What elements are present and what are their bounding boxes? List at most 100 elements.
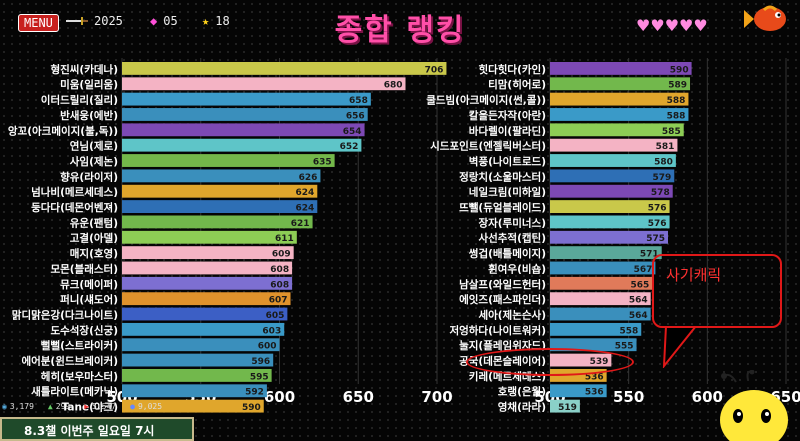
data-label: 654: [343, 127, 362, 137]
data-label: 567: [634, 265, 653, 275]
data-label: 595: [250, 372, 269, 382]
category-label: 정랑치(소울마스터): [459, 170, 546, 183]
x-tick-label: 600: [692, 388, 723, 406]
notice-text: 8.3챌 이번주 일요일 7시: [24, 424, 155, 438]
category-label: 유운(팬텀): [70, 216, 118, 229]
category-label: 연님(제로): [70, 140, 118, 153]
bar: [122, 123, 365, 137]
category-label: 남살프(와일드헌터): [459, 278, 546, 291]
bar: [122, 108, 368, 121]
bar: [122, 138, 362, 152]
data-label: 576: [648, 219, 667, 229]
category-label: 영채(라라): [498, 401, 546, 414]
bar: [122, 200, 318, 213]
bar: [122, 184, 318, 198]
category-label: 헤히(보우마스터): [41, 370, 118, 383]
category-label: 칼을든자작(아란): [469, 109, 546, 122]
stat-subs: ▶ 5,547: [84, 402, 116, 411]
category-label: 벽풍(나이트로드): [469, 155, 546, 168]
data-label: 592: [245, 388, 264, 398]
data-label: 626: [299, 173, 318, 183]
page-title: 종합 랭킹: [334, 13, 466, 48]
data-label: 589: [668, 81, 687, 91]
bar: [550, 261, 656, 275]
x-tick-label: 550: [613, 388, 644, 406]
globe-icon: ●: [130, 402, 135, 411]
data-label: 519: [558, 403, 577, 413]
bar: [122, 399, 264, 413]
category-label: 고결(아델): [70, 232, 118, 245]
notice-banner: 8.3챌 이번주 일요일 7시: [0, 417, 194, 441]
bar: [550, 77, 691, 91]
mascot-icon: [720, 370, 788, 441]
category-label: 티맘(히어로): [488, 78, 546, 91]
bar: [122, 230, 297, 244]
data-label: 564: [629, 311, 648, 321]
thumb-icon: ▲: [47, 402, 53, 411]
sword-icon: [66, 17, 88, 25]
highlight-ellipse: [466, 348, 634, 376]
category-label: 힛다힛다(카인): [478, 63, 546, 76]
bar: [122, 62, 447, 75]
category-label: 도수석장(신궁): [50, 324, 118, 337]
fish-icon: [744, 5, 786, 31]
bar: [122, 369, 272, 382]
data-label: 706: [425, 65, 444, 75]
data-label: 580: [654, 157, 673, 167]
bar: [122, 353, 274, 367]
data-label: 576: [648, 204, 667, 214]
category-label: 형진씨(카데나): [50, 63, 118, 76]
bar: [122, 307, 288, 321]
category-label: 넘나비(메르세데스): [31, 186, 118, 199]
bar: [122, 169, 321, 183]
hud-year: 2025: [66, 14, 123, 28]
category-label: 에잇즈(패스파인더): [459, 293, 546, 306]
category-label: 호랭(은월): [498, 385, 546, 398]
data-label: 652: [340, 142, 359, 152]
data-label: 536: [585, 388, 604, 398]
data-label: 656: [346, 111, 365, 121]
stat-views: ◉ 3,179: [2, 402, 34, 411]
category-label: 사임(제논): [70, 155, 118, 168]
data-label: 603: [262, 326, 281, 336]
year-text: 2025: [94, 14, 123, 28]
category-label: 저엉하다(나이트워커): [449, 324, 546, 337]
data-label: 680: [384, 81, 403, 91]
menu-button[interactable]: MENU: [18, 14, 59, 32]
bar: [550, 307, 651, 321]
data-label: 588: [667, 96, 686, 106]
data-label: 608: [270, 265, 289, 275]
bar: [550, 230, 668, 244]
gem-count: 05: [163, 14, 178, 28]
bar: [550, 184, 673, 198]
category-label: 맑디맑은강(다크나이트): [12, 308, 118, 321]
data-label: 607: [269, 296, 288, 306]
bar: [550, 399, 580, 413]
category-label: 세아(제논슨사): [478, 308, 546, 321]
data-label: 609: [272, 250, 291, 260]
data-label: 608: [270, 280, 289, 290]
category-label: 뻘뻘(스트라이커): [41, 339, 118, 352]
bar: [550, 154, 676, 167]
visits-count: 9,025: [137, 402, 163, 411]
data-label: 581: [656, 142, 675, 152]
star-count: 18: [215, 14, 230, 28]
bar: [122, 246, 294, 260]
data-label: 624: [296, 188, 315, 198]
bar: [550, 92, 689, 106]
category-label: 에어분(윈드브레이커): [21, 355, 118, 368]
category-label: 사선추적(캡틴): [478, 232, 546, 245]
category-label: 썽겁(배틀메이지): [469, 247, 546, 260]
bar: [550, 200, 670, 213]
stat-likes: ▲ 299: [48, 402, 70, 411]
data-label: 555: [615, 342, 634, 352]
bar: [550, 384, 607, 398]
star-icon: ★: [202, 14, 210, 28]
bar: [550, 138, 678, 152]
data-label: 621: [291, 219, 310, 229]
category-label: 시드포인트(엔젤릭버스터): [430, 140, 546, 153]
bar: [550, 276, 653, 290]
x-tick-label: 700: [421, 388, 452, 406]
bar: [122, 322, 285, 336]
